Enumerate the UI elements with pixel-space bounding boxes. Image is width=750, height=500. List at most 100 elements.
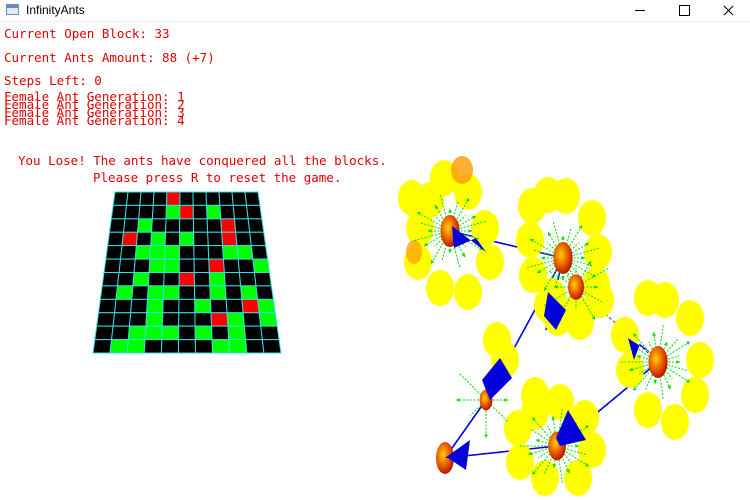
board-cell: [101, 272, 120, 287]
board-cell: [206, 218, 223, 233]
board-cell: [211, 339, 231, 354]
board-cell: [219, 204, 236, 220]
direction-arrow: [445, 440, 470, 470]
ant-egg: [566, 304, 594, 340]
board-cell: [227, 325, 247, 341]
board-cell: [135, 231, 153, 247]
ant-leg: [575, 286, 596, 321]
board-cell: [124, 204, 141, 220]
ant-leg-tip: [578, 225, 582, 230]
board-cell: [166, 191, 181, 206]
ant-leg-tip: [541, 256, 545, 260]
ant-leg: [657, 324, 664, 363]
board-cell: [178, 231, 195, 247]
board-cell: [108, 218, 126, 233]
board-cell: [228, 339, 248, 354]
ant-leg-tip: [685, 379, 690, 383]
generation-label-1: Female Ant Generation: 1: [4, 89, 185, 104]
ant-leg-tip: [566, 469, 570, 474]
ant-leg: [632, 332, 659, 363]
ant-leg-tip: [587, 261, 591, 266]
board-cell: [211, 325, 230, 341]
ant-egg: [686, 342, 714, 378]
ant-egg: [661, 404, 689, 440]
board-cell: [193, 272, 211, 287]
board-cell: [125, 191, 142, 206]
ant-leg-tip: [584, 243, 589, 247]
board-cell: [209, 285, 227, 300]
ant-leg-tip: [456, 398, 460, 402]
board-cell: [193, 258, 210, 273]
lose-message: You Lose! The ants have conquered all th…: [18, 153, 387, 168]
board-cell: [192, 204, 208, 220]
board-cell: [149, 245, 166, 260]
generation-label-4: Female Ant Generation: 4: [4, 113, 185, 128]
window-title: InfinityAnts: [26, 3, 85, 17]
board-cell: [94, 325, 114, 341]
ant-leg: [531, 416, 558, 447]
board-cell: [194, 312, 213, 327]
ant-leg-tip: [561, 236, 565, 240]
board-cell: [105, 245, 123, 260]
board-cell: [224, 285, 243, 300]
ant-leg-tip: [537, 269, 542, 273]
ant-egg: [471, 210, 499, 246]
ant-egg: [531, 460, 559, 496]
ant-leg-tip: [448, 249, 452, 253]
ant-leg: [556, 445, 563, 484]
ant-leg: [562, 247, 600, 259]
ant-colonies: [398, 156, 714, 496]
board-cell: [163, 258, 180, 273]
board-cell: [163, 272, 180, 287]
board-cell: [164, 231, 181, 247]
board-cell: [151, 204, 168, 220]
board-cell: [110, 204, 128, 220]
board-cell: [147, 272, 165, 287]
open-block-counter: Current Open Block: 33: [4, 26, 170, 41]
ant-leg: [632, 361, 659, 392]
ant-egg: [516, 222, 544, 258]
board-cell: [109, 339, 129, 354]
ant-leg: [413, 230, 451, 242]
board-cell: [194, 325, 213, 341]
ant-leg: [439, 194, 451, 232]
board-cell: [226, 312, 245, 327]
colony-link: [449, 230, 564, 259]
ant-leg-tip: [448, 209, 452, 213]
board-cell: [115, 285, 134, 300]
board-cell: [222, 245, 239, 260]
ant-leg-tip: [685, 341, 690, 345]
ant-body: [648, 346, 668, 378]
board-cell: [257, 298, 276, 314]
board-cell: [103, 258, 122, 273]
board-cell: [192, 218, 209, 233]
ant-leg-tip: [471, 216, 476, 220]
board-cell: [218, 191, 234, 206]
board-cell: [118, 258, 136, 273]
minimize-button[interactable]: [618, 0, 662, 21]
ants-amount-counter: Current Ants Amount: 88 (+7): [4, 50, 215, 65]
board-cell: [241, 298, 260, 314]
ant-leg-tip: [575, 444, 579, 448]
board-cell: [179, 218, 195, 233]
ant-leg-tip: [532, 417, 536, 422]
ant-leg-tip: [435, 205, 439, 210]
board-cell: [179, 191, 194, 206]
ant-egg: [521, 394, 549, 430]
ant-leg-tip: [465, 198, 469, 203]
ant-leg-tip: [636, 354, 641, 359]
ant-leg-tip: [431, 259, 435, 264]
board-cell: [240, 285, 259, 300]
board-cell: [237, 258, 256, 273]
ant-body: [568, 274, 584, 300]
board-cell: [139, 191, 155, 206]
ant-egg: [564, 460, 592, 496]
ant-leg-tip: [544, 286, 548, 291]
ant-leg-tip: [417, 212, 422, 216]
ant-leg-tip: [424, 242, 429, 246]
board-cell: [209, 298, 228, 314]
board-cell: [160, 339, 180, 354]
ant-leg-tip: [591, 315, 595, 320]
maximize-button[interactable]: [662, 0, 706, 21]
board-cell: [138, 204, 154, 220]
